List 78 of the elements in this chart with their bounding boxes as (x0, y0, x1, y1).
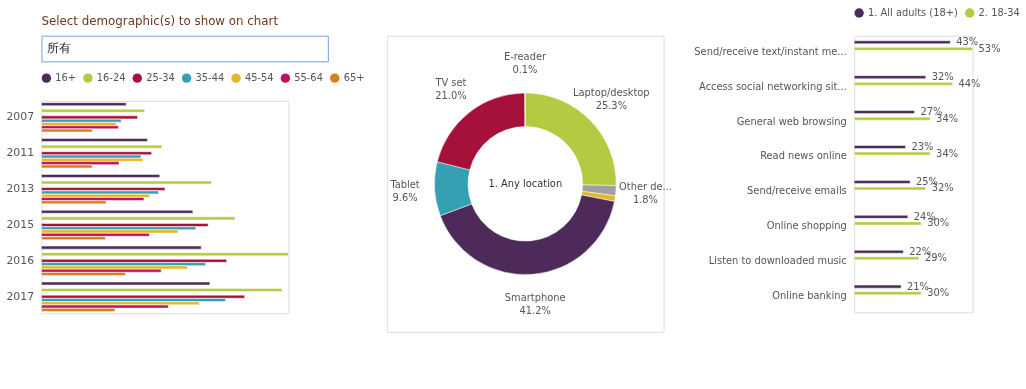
bar (41, 210, 194, 214)
data-label: 23% (911, 140, 934, 152)
bar (853, 47, 973, 51)
bar (853, 116, 931, 121)
bar (853, 82, 953, 86)
data-label: 1.8% (632, 193, 659, 205)
chart-title: Select demographic(s) to show on chart (41, 13, 279, 28)
slice-label: Tablet (389, 178, 420, 190)
bar (41, 174, 160, 178)
slice-label: Smartphone (504, 291, 566, 303)
bar (853, 40, 951, 45)
bar (41, 144, 163, 149)
legend-label: 2. 18-34 (978, 6, 1020, 18)
bar (41, 115, 138, 120)
data-label: 43% (956, 36, 979, 48)
data-label: 25.3% (595, 100, 627, 112)
bar (853, 215, 909, 219)
legend-label: 1. All adults (18+) (868, 6, 958, 18)
bar (853, 75, 926, 79)
legend-label: 65+ (343, 72, 365, 84)
bar (41, 109, 145, 113)
y-tick-label: 2007 (6, 110, 35, 124)
bar (41, 252, 289, 256)
slice-label: E-reader (503, 51, 547, 63)
bar (853, 151, 931, 156)
legend-label: 55-64 (294, 72, 323, 84)
data-label: 41.2% (519, 304, 551, 316)
bar (853, 256, 920, 261)
data-label: 21% (907, 280, 929, 292)
data-label: 0.1% (512, 64, 538, 76)
y-tick-label: 2017 (6, 289, 35, 303)
bar (41, 138, 148, 142)
data-label: 21.0% (435, 89, 467, 101)
y-tick-label: Listen to downloaded music (708, 255, 847, 267)
bar (853, 145, 906, 149)
legend-label: 16+ (55, 72, 77, 84)
data-label: 32% (931, 71, 954, 83)
data-label: 30% (927, 287, 950, 299)
data-label: 34% (936, 147, 959, 159)
y-tick-label: 2015 (6, 217, 35, 231)
bar (41, 125, 119, 130)
text: 所有 (47, 41, 72, 56)
bar (853, 221, 922, 226)
y-tick-label: Online shopping (766, 220, 847, 232)
legend-label: 35-44 (195, 72, 225, 84)
legend-label: 25-34 (146, 72, 175, 84)
bar (853, 291, 922, 295)
bar (853, 284, 902, 289)
y-tick-label: 2011 (6, 146, 35, 160)
slice-label: TV set (434, 77, 467, 89)
y-tick-label: Send/receive emails (747, 185, 847, 197)
bar (41, 216, 236, 221)
bar (41, 158, 144, 162)
y-tick-label: Access social networking sit... (699, 80, 847, 92)
y-tick-label: Send/receive text/instant me... (694, 45, 847, 57)
y-tick-label: 2016 (6, 253, 35, 267)
bar (41, 281, 211, 286)
bar (853, 180, 911, 184)
data-label: 30% (927, 217, 950, 229)
slice-label: Laptop/desktop (573, 87, 650, 99)
text: 1. Any location (488, 177, 563, 189)
data-label: 9.6% (392, 191, 418, 203)
bar (41, 245, 202, 250)
y-tick-label: Online banking (772, 290, 847, 302)
bar (853, 186, 926, 191)
y-tick-label: Read news online (760, 150, 847, 162)
y-tick-label: General web browsing (736, 115, 847, 127)
data-label: 44% (958, 77, 981, 89)
bar (41, 102, 127, 106)
data-label: 53% (978, 42, 1001, 54)
bar (41, 288, 283, 292)
legend-label: 45-54 (244, 72, 274, 84)
bar (853, 249, 904, 254)
bar (41, 180, 212, 185)
slice-label: Other de... (619, 180, 672, 192)
legend-label: 16-24 (96, 72, 126, 84)
bar (853, 110, 915, 114)
y-tick-label: 2013 (6, 182, 35, 196)
